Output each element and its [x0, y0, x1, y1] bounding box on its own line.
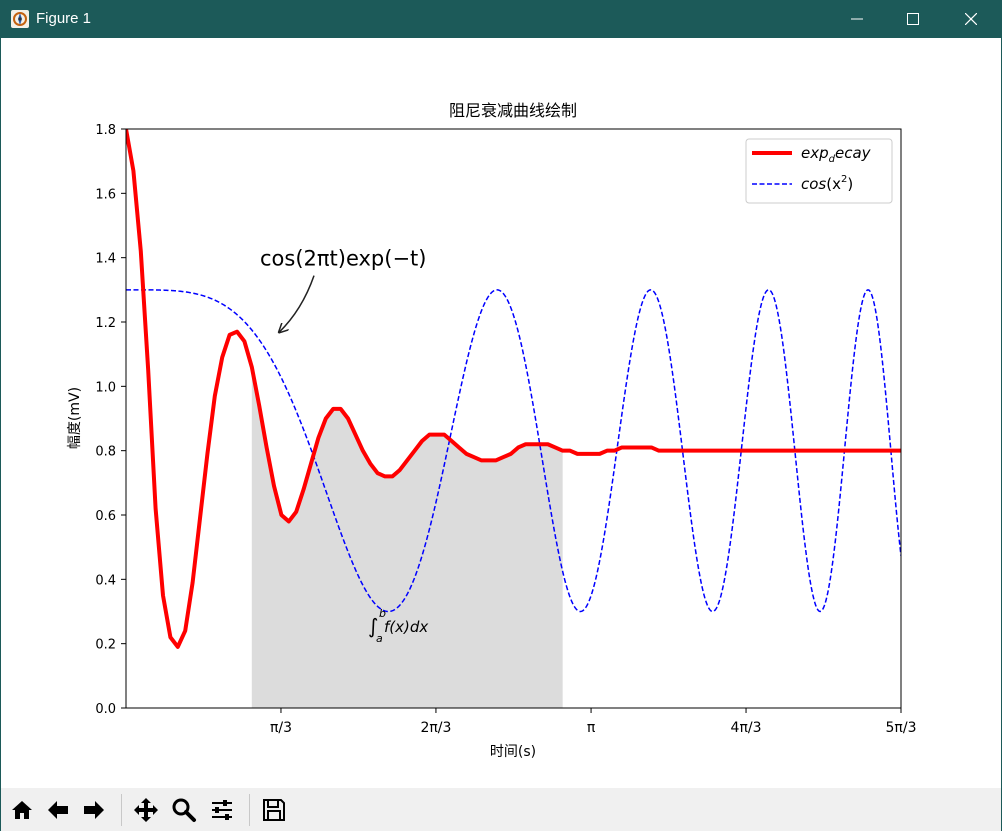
- minimize-icon: [851, 18, 863, 20]
- annotation-arrow: [279, 275, 315, 333]
- forward-button[interactable]: [79, 794, 109, 826]
- save-button[interactable]: [259, 794, 289, 826]
- maximize-icon: [907, 13, 919, 25]
- axes-frame: [125, 128, 902, 709]
- series-line-cos: [126, 289, 901, 613]
- configure-subplots-button[interactable]: [207, 794, 237, 826]
- integral-body: f(x)dx: [384, 618, 428, 636]
- home-icon: [12, 801, 32, 819]
- series-line-exp-decay: [126, 129, 901, 649]
- integral-fill-region: [251, 367, 563, 708]
- y-tick-label: 1.2: [95, 316, 116, 331]
- x-tick-label: π/3: [270, 720, 292, 736]
- figure-canvas: π/3 2π/3 π 4π/3 5π/3 0.0 0.2 0.4 0.6 0.8 1.0 1.2 1.4…: [67, 101, 917, 760]
- integral-lower-limit: a: [376, 632, 383, 645]
- integral-upper-limit: b: [379, 607, 386, 620]
- sliders-icon: [212, 800, 232, 820]
- x-axis-label: 时间(s): [490, 744, 536, 760]
- annotation-integral: ∫ b a f(x)dx: [368, 607, 428, 645]
- legend: expdecay cos(x2): [745, 138, 893, 204]
- legend-label-exp-decay: expdecay: [801, 144, 872, 165]
- y-tick-label: 0.0: [95, 702, 116, 717]
- window-title: Figure 1: [36, 10, 92, 27]
- minimize-button[interactable]: [828, 0, 886, 38]
- x-tick-label: 4π/3: [731, 720, 762, 736]
- matplotlib-app-icon: [10, 9, 30, 29]
- legend-label-cos: cos(x2): [801, 174, 853, 193]
- y-tick-label: 1.4: [95, 252, 116, 267]
- move-icon: [134, 798, 158, 822]
- arrow-right-icon: [84, 801, 104, 819]
- x-tick-label: 2π/3: [420, 720, 451, 736]
- floppy-disk-icon: [263, 799, 285, 821]
- arrow-left-icon: [48, 801, 68, 819]
- y-tick-label: 0.6: [95, 509, 116, 524]
- close-button[interactable]: [942, 0, 1000, 38]
- magnifier-icon: [172, 798, 196, 822]
- close-icon: [965, 13, 977, 25]
- y-tick-label: 0.4: [95, 573, 116, 588]
- zoom-button[interactable]: [169, 794, 199, 826]
- navigation-toolbar: [1, 788, 1001, 831]
- integral-symbol: ∫: [368, 614, 378, 638]
- annotation-cos-exp: cos(2πt)exp(−t): [260, 247, 426, 271]
- y-tick-label: 1.0: [95, 380, 116, 395]
- y-tick-label: 0.2: [95, 638, 116, 653]
- window-title-bar: Figure 1: [0, 0, 1002, 38]
- x-tick-label: π: [587, 720, 596, 736]
- toolbar-separator: [121, 794, 122, 826]
- toolbar-separator: [249, 794, 250, 826]
- maximize-button[interactable]: [884, 0, 942, 38]
- y-tick-label: 1.6: [95, 187, 116, 202]
- x-tick-label: 5π/3: [886, 720, 917, 736]
- pan-button[interactable]: [131, 794, 161, 826]
- home-button[interactable]: [7, 794, 37, 826]
- y-axis-label: 幅度(mV): [67, 387, 83, 449]
- y-tick-label: 1.8: [95, 123, 116, 138]
- back-button[interactable]: [43, 794, 73, 826]
- chart-title: 阻尼衰减曲线绘制: [449, 101, 577, 120]
- y-tick-label: 0.8: [95, 445, 116, 460]
